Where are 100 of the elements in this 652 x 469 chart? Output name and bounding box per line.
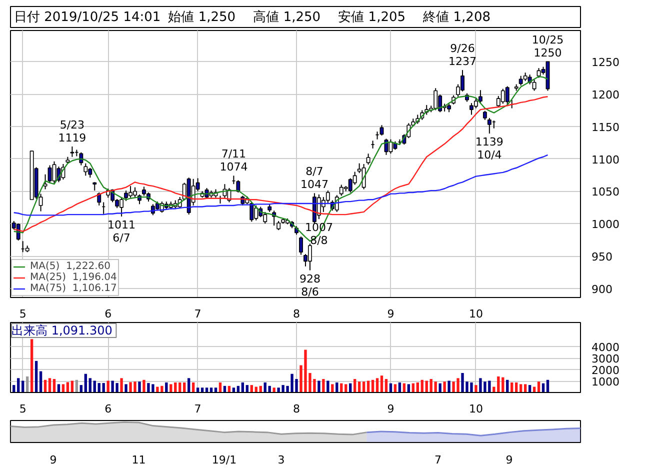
x-tick-label: 7	[194, 308, 202, 320]
candlestick	[505, 86, 510, 106]
candlestick	[79, 152, 84, 166]
bar	[443, 382, 446, 392]
bar	[448, 380, 450, 392]
x-tick-label: 9	[387, 402, 394, 416]
bar	[142, 380, 146, 392]
y-tick-label: 1050	[592, 186, 620, 199]
bar	[70, 380, 74, 392]
bar	[26, 376, 29, 392]
legend-label: MA(25) 1,196.04	[30, 272, 117, 283]
bar	[102, 383, 105, 392]
candlestick	[532, 79, 536, 92]
x-tick-label: 3	[278, 454, 285, 466]
x-tick-label: 10	[468, 308, 483, 320]
y-tick-label: 1250	[592, 56, 620, 70]
bar	[322, 379, 325, 392]
x-tick-label: 11	[132, 454, 146, 466]
x-tick-label: 19/1	[212, 454, 237, 466]
bar	[353, 379, 356, 392]
candlestick	[478, 90, 482, 104]
annotation: 9/26 1237	[448, 42, 477, 68]
text: 始値 1,250	[168, 10, 236, 25]
bar	[537, 382, 540, 392]
x-tick-label: 6	[104, 308, 112, 320]
y-tick-label: 1200	[592, 88, 620, 102]
x-tick-label: 7	[434, 454, 442, 466]
x-tick-label: 9	[50, 454, 57, 466]
annotation: 7/11 1074	[220, 148, 248, 174]
y-tick-label: 1150	[592, 120, 620, 134]
legend-label: MA(75) 1,106.17	[30, 283, 117, 294]
y-tick-label: 950	[592, 250, 612, 264]
annotation: 10/25 1250	[532, 34, 564, 60]
x-tick-label: 7	[194, 402, 202, 416]
line-series	[13, 96, 548, 232]
bar	[66, 382, 70, 392]
bar	[434, 382, 437, 392]
x-tick-label: 5	[19, 402, 26, 416]
bar	[272, 388, 276, 392]
candlestick	[482, 110, 487, 120]
bar	[120, 378, 123, 392]
candlestick	[487, 117, 492, 134]
bar	[48, 378, 52, 392]
y-tick-label: 3000	[592, 352, 620, 366]
text: 日付 2019/10/25 14:01	[14, 10, 161, 25]
y-tick-label: 4000	[592, 341, 620, 354]
chart-title: 出来高 1,091.300	[12, 324, 112, 338]
x-tick-label: 8	[293, 402, 300, 416]
bar	[187, 378, 190, 392]
annotation: 8/7 1047	[300, 165, 328, 192]
x-tick-label: 9	[387, 308, 394, 320]
bar	[124, 384, 128, 392]
candlestick	[70, 146, 74, 158]
bar	[88, 378, 92, 392]
annotation: 1139 10/4	[475, 136, 504, 162]
bar	[268, 386, 271, 392]
x-tick-label: 6	[104, 402, 112, 416]
bar	[30, 339, 34, 392]
annotation: 1011 6/7	[108, 218, 136, 244]
x-tick-label: 5	[19, 308, 26, 320]
bar	[84, 374, 87, 392]
bar	[474, 385, 478, 392]
candlestick	[84, 162, 88, 176]
bar	[366, 380, 370, 392]
y-tick-label: 2000	[592, 364, 620, 378]
y-tick-label: 1100	[592, 153, 620, 166]
bar	[362, 382, 366, 392]
bar	[39, 371, 42, 392]
bar	[93, 380, 96, 392]
legend-label: MA(5) 1,222.60	[30, 261, 111, 272]
text: 高値 1,250	[253, 9, 321, 25]
y-tick-label: 1000	[592, 218, 620, 232]
bar	[21, 380, 24, 392]
text: 終値 1,208	[422, 10, 490, 25]
candlestick	[366, 153, 370, 166]
bar	[380, 376, 384, 392]
bar	[376, 378, 379, 392]
annotation: 928 8/6	[299, 272, 320, 298]
bar	[34, 360, 38, 392]
bar	[326, 380, 330, 392]
bar	[106, 380, 110, 392]
bar	[358, 382, 361, 392]
y-tick-label: 1000	[592, 376, 620, 389]
x-tick-label: 9	[506, 454, 513, 466]
candlestick	[326, 190, 330, 204]
bar	[438, 383, 442, 392]
y-tick-label: 900	[592, 282, 612, 296]
bar	[138, 382, 141, 392]
candlestick	[236, 180, 240, 194]
bar	[52, 379, 56, 392]
bar	[384, 379, 388, 392]
bar	[17, 378, 20, 392]
x-tick-label: 10	[468, 402, 483, 416]
bar	[318, 380, 320, 392]
candlestick	[276, 220, 281, 231]
bar	[425, 380, 428, 392]
candlestick	[299, 236, 303, 256]
annotation: 5/23 1119	[58, 118, 86, 144]
x-tick-label: 8	[293, 308, 300, 320]
text: 安値 1,205	[338, 9, 406, 25]
